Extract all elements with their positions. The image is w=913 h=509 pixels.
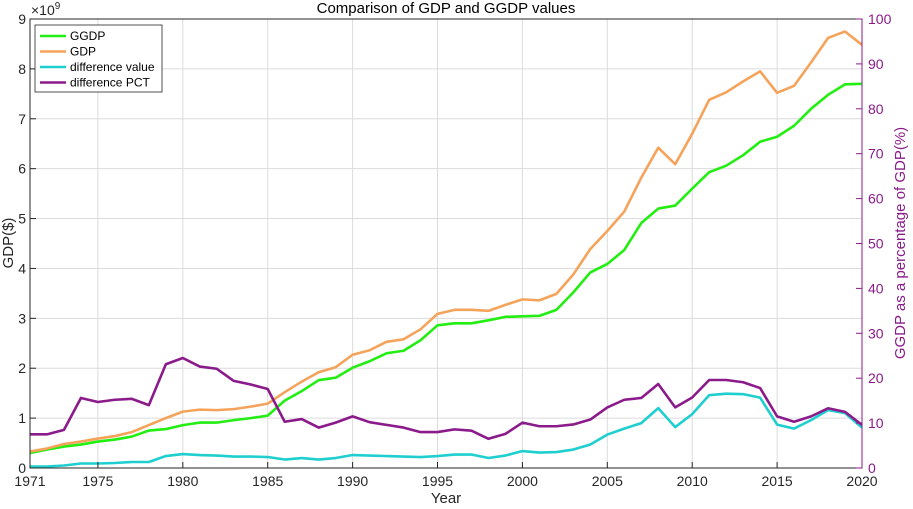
x-tick-label: 2005	[592, 473, 623, 489]
series-line-ggdp	[29, 82, 863, 455]
x-tick-label: 2010	[677, 473, 708, 489]
y-right-tick-label: 100	[868, 11, 892, 27]
legend-label-ggdp: GGDP	[70, 29, 105, 43]
y-left-tick-label: 4	[18, 260, 26, 276]
y-left-tick-label: 5	[18, 211, 26, 227]
y-left-tick-label: 9	[18, 11, 26, 27]
y-axis-left-title: GDP($)	[0, 218, 17, 269]
y-left-tick-label: 1	[18, 410, 26, 426]
y-left-tick-label: 6	[18, 161, 26, 177]
series-line-gdp	[29, 30, 863, 453]
x-tick-label: 1985	[252, 473, 283, 489]
y-left-tick-label: 3	[18, 310, 26, 326]
chart-title: Comparison of GDP and GGDP values	[317, 0, 576, 17]
y-left-tick-label: 2	[18, 360, 26, 376]
y-right-tick-label: 90	[868, 56, 884, 72]
y-right-tick-label: 30	[868, 325, 884, 341]
x-tick-label: 2020	[846, 473, 877, 489]
y-right-tick-label: 0	[868, 460, 876, 476]
x-tick-label: 2015	[762, 473, 793, 489]
y-right-tick-label: 60	[868, 191, 884, 207]
y-right-tick-label: 20	[868, 370, 884, 386]
y-right-tick-label: 10	[868, 415, 884, 431]
y-axis-left-exponent: ×109	[31, 1, 61, 18]
legend-label-difference-value: difference value	[70, 60, 155, 74]
y-axis-right-title: GGDP as a percentage of GDP(%)	[892, 127, 909, 359]
legend-label-difference-pct: difference PCT	[70, 76, 150, 90]
x-tick-label: 1990	[337, 473, 368, 489]
x-axis-title: Year	[431, 490, 461, 507]
series-layer	[29, 30, 863, 468]
x-tick-label: 1980	[167, 473, 198, 489]
y-right-tick-label: 40	[868, 280, 884, 296]
y-left-tick-label: 7	[18, 111, 26, 127]
exponent-power: 9	[55, 1, 61, 12]
series-line-difference-pct	[30, 356, 863, 441]
y-left-tick-label: 0	[18, 460, 26, 476]
y-right-tick-label: 50	[868, 236, 884, 252]
y-left-tick-label: 8	[18, 61, 26, 77]
x-tick-label: 1995	[422, 473, 453, 489]
y-right-tick-label: 80	[868, 101, 884, 117]
x-tick-label: 1975	[82, 473, 113, 489]
series-line-difference-value	[30, 392, 863, 468]
x-tick-label: 1971	[14, 473, 45, 489]
x-tick-label: 2000	[507, 473, 538, 489]
exponent-base: ×10	[31, 2, 55, 18]
legend-label-gdp: GDP	[70, 45, 96, 59]
y-right-tick-label: 70	[868, 146, 884, 162]
axes: 1971 1975 1980 1985 1990 1995 2000 2005 2010 2015…	[14, 11, 891, 489]
